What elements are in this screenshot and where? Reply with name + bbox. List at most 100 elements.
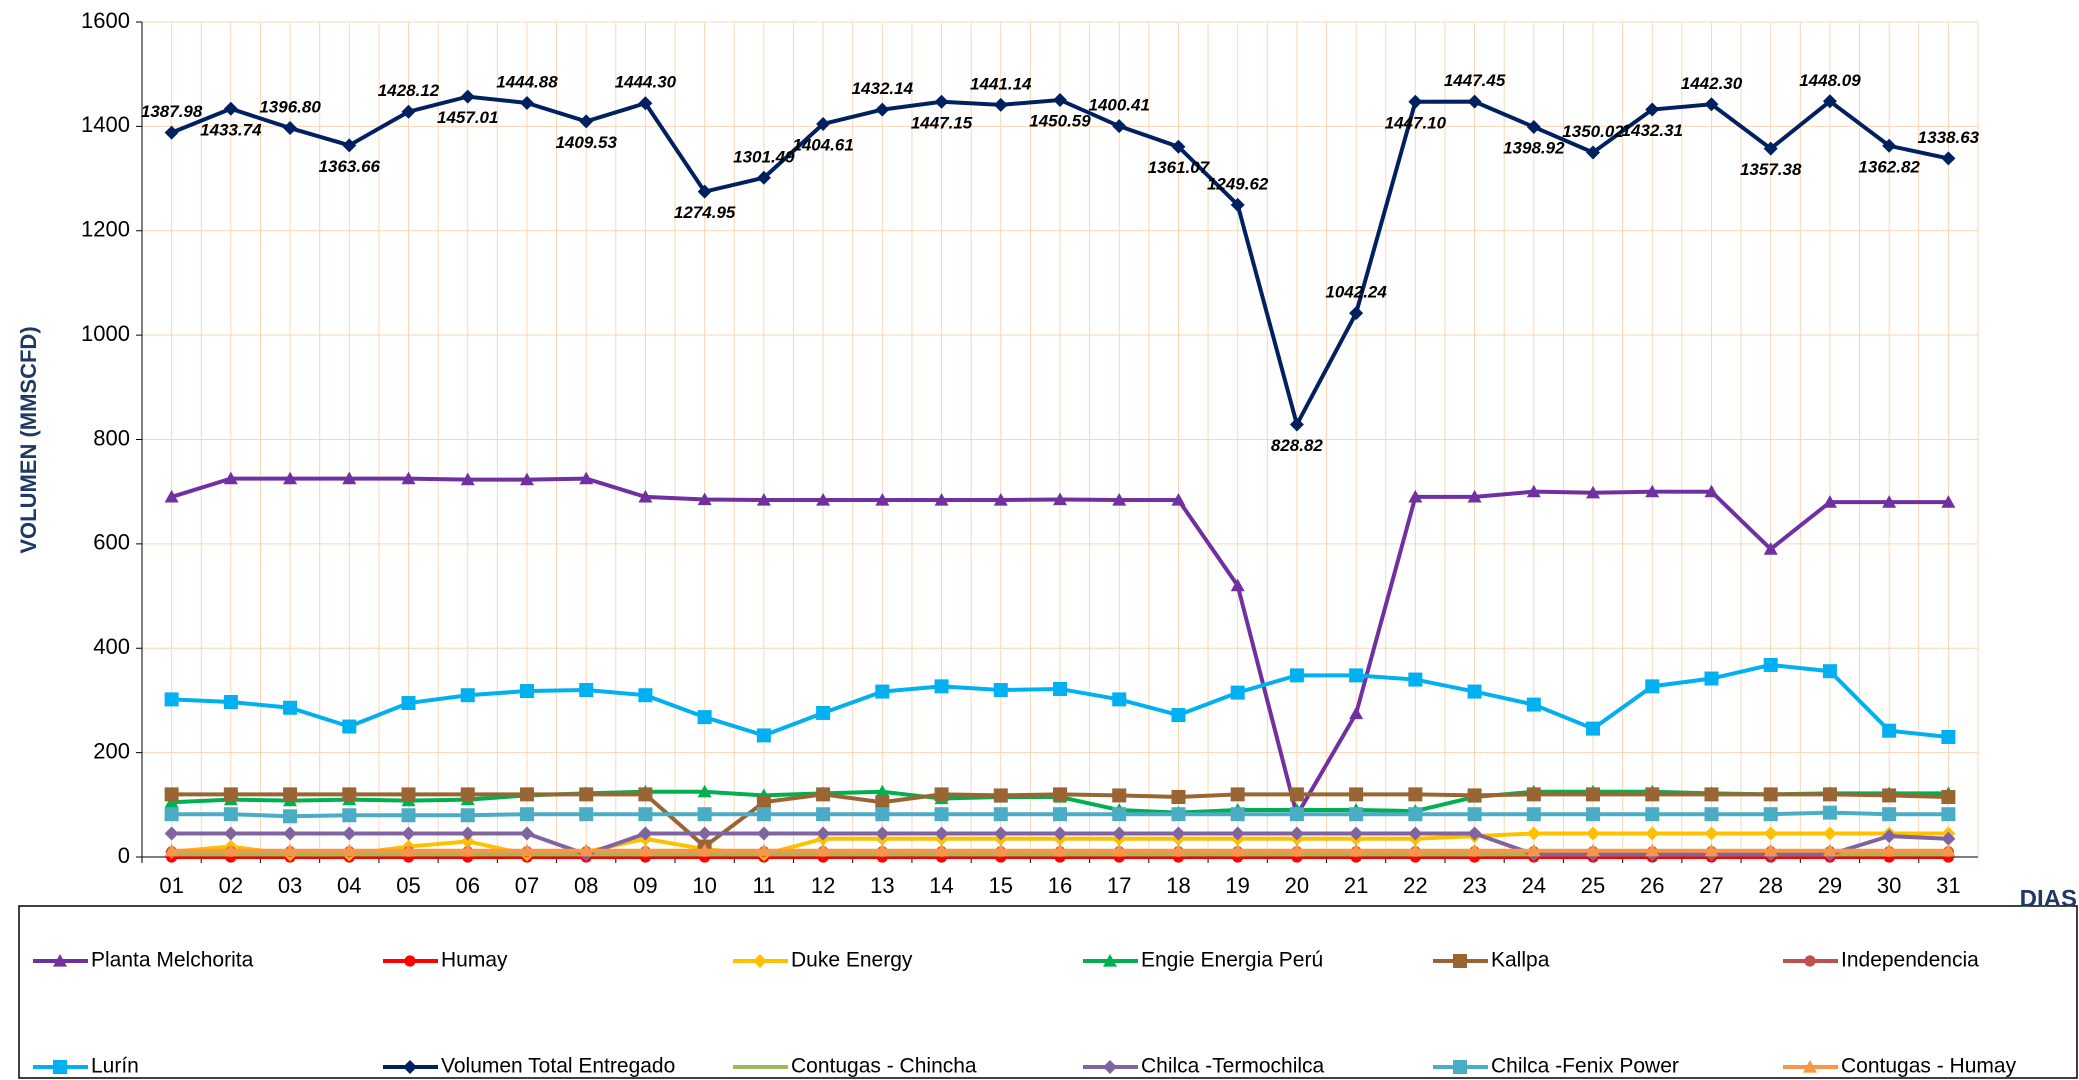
- marker: [460, 472, 475, 486]
- x-tick-label: 26: [1640, 873, 1664, 898]
- marker: [638, 807, 653, 822]
- marker: [1408, 787, 1423, 802]
- marker: [223, 843, 238, 857]
- marker: [753, 954, 767, 968]
- marker: [53, 954, 67, 967]
- x-tick-label: 21: [1344, 873, 1368, 898]
- marker: [697, 710, 712, 725]
- marker: [342, 787, 357, 802]
- marker: [1230, 197, 1245, 212]
- marker: [934, 843, 949, 857]
- marker: [934, 94, 949, 109]
- marker: [164, 125, 179, 140]
- data-label: 1400.41: [1088, 96, 1149, 115]
- marker: [993, 843, 1008, 857]
- marker: [164, 692, 179, 707]
- marker: [1467, 489, 1482, 503]
- marker: [1526, 484, 1541, 498]
- marker: [756, 795, 771, 810]
- marker: [1941, 729, 1956, 744]
- marker: [1289, 417, 1304, 432]
- marker: [638, 843, 653, 857]
- marker: [1053, 843, 1067, 857]
- marker: [1645, 826, 1660, 841]
- y-tick-label: 1400: [81, 112, 130, 137]
- marker: [1526, 119, 1541, 134]
- marker: [638, 688, 653, 703]
- marker: [1804, 955, 1816, 967]
- marker: [1171, 843, 1186, 857]
- marker: [875, 843, 890, 857]
- x-tick-label: 29: [1818, 873, 1842, 898]
- marker: [1526, 843, 1541, 857]
- marker: [1171, 826, 1186, 841]
- marker: [283, 471, 298, 485]
- marker: [697, 843, 712, 857]
- marker: [1053, 826, 1067, 841]
- data-label: 1448.09: [1799, 71, 1861, 90]
- marker: [164, 489, 179, 503]
- marker: [1171, 493, 1186, 506]
- marker: [638, 96, 653, 111]
- marker: [1645, 484, 1660, 498]
- marker: [1822, 94, 1837, 109]
- data-label: 1450.59: [1029, 111, 1091, 130]
- marker: [816, 807, 831, 822]
- marker: [342, 719, 357, 734]
- marker: [1171, 708, 1186, 723]
- marker: [1053, 492, 1067, 506]
- data-label: 1274.95: [674, 203, 736, 222]
- marker: [756, 826, 771, 841]
- marker: [993, 97, 1008, 112]
- marker: [1882, 495, 1897, 508]
- marker: [875, 807, 890, 822]
- legend-label: Independencia: [1841, 949, 1979, 972]
- marker: [816, 705, 831, 720]
- marker: [1230, 843, 1245, 857]
- marker: [1941, 151, 1956, 166]
- marker: [460, 834, 475, 849]
- marker: [1349, 843, 1364, 857]
- marker: [460, 688, 475, 703]
- marker: [1408, 672, 1423, 687]
- x-tick-label: 07: [515, 873, 539, 898]
- y-tick-label: 200: [93, 738, 130, 763]
- marker: [164, 826, 179, 841]
- x-tick-label: 04: [337, 873, 361, 898]
- x-tick-label: 06: [455, 873, 479, 898]
- x-tick-label: 10: [692, 873, 716, 898]
- marker: [1289, 668, 1304, 683]
- marker: [1882, 829, 1897, 844]
- marker: [1112, 843, 1127, 857]
- marker: [816, 493, 831, 506]
- marker: [1053, 92, 1067, 107]
- marker: [993, 826, 1008, 841]
- marker: [1763, 657, 1778, 672]
- marker: [1586, 721, 1601, 736]
- data-label: 1447.10: [1385, 113, 1447, 132]
- y-tick-label: 0: [118, 843, 130, 868]
- data-label: 1441.14: [970, 74, 1032, 93]
- marker: [401, 104, 416, 119]
- data-label: 1432.31: [1622, 121, 1683, 140]
- marker: [164, 787, 179, 802]
- marker: [1586, 787, 1601, 802]
- data-label: 828.82: [1271, 436, 1324, 455]
- marker: [460, 826, 475, 841]
- marker: [934, 826, 949, 841]
- y-tick-label: 600: [93, 530, 130, 555]
- marker: [1171, 139, 1186, 154]
- marker: [404, 955, 416, 967]
- data-label: 1432.14: [852, 79, 914, 98]
- marker: [1467, 684, 1482, 699]
- legend-label: Volumen Total Entregado: [441, 1055, 675, 1078]
- marker: [1289, 843, 1304, 857]
- marker: [1526, 697, 1541, 712]
- x-tick-label: 18: [1166, 873, 1190, 898]
- legend-label: Contugas - Chincha: [791, 1055, 977, 1078]
- marker: [697, 807, 712, 822]
- x-tick-label: 28: [1758, 873, 1782, 898]
- marker: [1822, 664, 1837, 679]
- x-tick-label: 11: [752, 873, 775, 898]
